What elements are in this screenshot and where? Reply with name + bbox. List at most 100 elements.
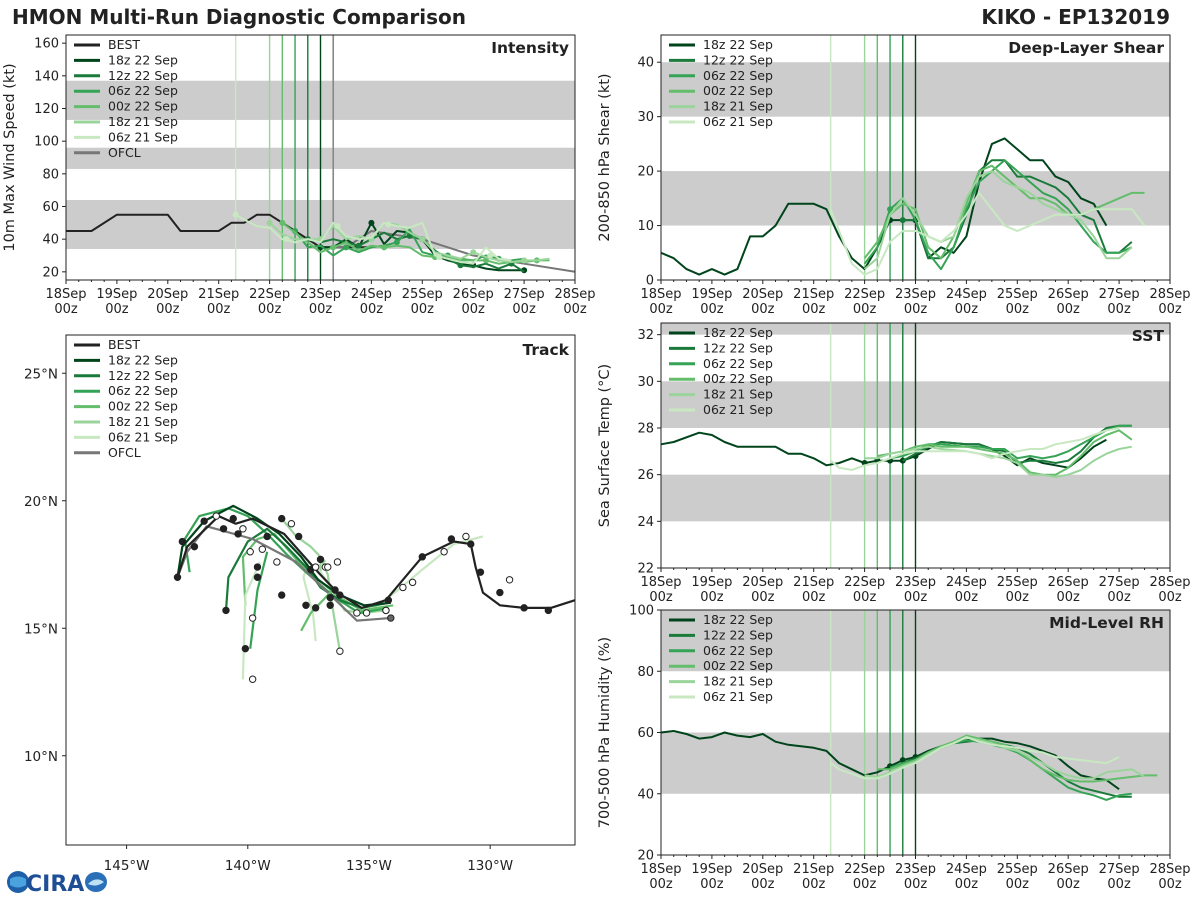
legend-label: 00z 22 Sep — [703, 83, 773, 98]
intensity-series-marker — [385, 221, 392, 228]
x-tick-label: 00z — [512, 302, 536, 317]
track-position-marker — [331, 586, 339, 594]
track-position-marker — [333, 558, 342, 566]
y-tick-label: 30 — [637, 375, 654, 390]
track-position-marker — [219, 525, 228, 533]
sst-series-18z-21-sep — [864, 445, 1132, 478]
intensity-panel-title: Intensity — [491, 39, 569, 57]
track-position-marker — [544, 606, 553, 615]
x-tick-label: 00z — [802, 877, 826, 892]
shear-series-marker — [887, 206, 894, 213]
rh-y-axis-label: 700-500 hPa Humidity (%) — [597, 637, 613, 828]
x-tick-label: 28Sep — [1149, 862, 1190, 877]
legend-label: 18z 21 Sep — [703, 99, 773, 114]
sst-series-00z-22-sep — [877, 429, 1133, 476]
track-position-marker — [248, 675, 257, 683]
legend-label: 12z 22 Sep — [703, 340, 773, 355]
legend-label: 06z 22 Sep — [108, 83, 178, 98]
intensity-series-marker — [470, 249, 477, 256]
x-tick-label: 00z — [649, 877, 673, 892]
track-position-marker — [311, 604, 320, 612]
intensity-series-marker — [330, 244, 337, 251]
x-tick-label: 00z — [411, 302, 435, 317]
logo-text: CIRA — [26, 872, 84, 897]
track-position-marker — [336, 647, 344, 655]
track-series-06z-22-sep — [249, 551, 269, 649]
shear-series-marker — [899, 217, 906, 224]
x-tick-label: 19Sep — [691, 575, 732, 590]
y-tick-label: 40 — [637, 56, 654, 71]
y-tick-label: 20 — [637, 849, 654, 864]
sst-series-06z-21-sep — [830, 427, 1120, 471]
rh-panel-title: Mid-Level RH — [1049, 614, 1164, 632]
track-position-marker — [278, 514, 286, 523]
x-tick-label: 00z — [904, 590, 928, 605]
y-tick-label: 32 — [637, 328, 654, 343]
shear-panel-title: Deep-Layer Shear — [1008, 39, 1164, 57]
y-tick-label: 80 — [637, 665, 654, 680]
x-tick-label: 27Sep — [1099, 862, 1140, 877]
x-tick-label: 27Sep — [1099, 287, 1140, 302]
x-tick-label: 26Sep — [453, 287, 494, 302]
legend-label: OFCL — [108, 145, 141, 160]
x-tick-label: 19Sep — [691, 862, 732, 877]
legend-label: BEST — [108, 337, 140, 352]
y-tick-label: 0 — [646, 274, 654, 289]
y-tick-label: 20 — [42, 265, 59, 280]
x-tick-label: 18Sep — [640, 287, 681, 302]
x-tick-label: 00z — [904, 877, 928, 892]
x-tick-label: 22Sep — [249, 287, 290, 302]
x-tick-label: 21Sep — [793, 575, 834, 590]
track-position-marker — [384, 596, 393, 604]
track-position-marker — [248, 614, 257, 622]
x-tick-label: 00z — [1158, 302, 1182, 317]
legend-label: 12z 22 Sep — [108, 68, 178, 83]
x-tick-label: 00z — [309, 302, 333, 317]
track-position-marker — [253, 563, 262, 571]
x-tick-label: 19Sep — [691, 287, 732, 302]
logo-swirl-icon — [88, 879, 104, 886]
y-tick-label: 60 — [637, 726, 654, 741]
x-tick-label: 00z — [1057, 302, 1081, 317]
x-tick-label: 27Sep — [1099, 575, 1140, 590]
track-y-tick-label: 25°N — [24, 366, 58, 382]
legend-label: 00z 22 Sep — [703, 658, 773, 673]
track-position-marker — [258, 545, 267, 553]
track-position-marker — [326, 601, 334, 609]
track-position-marker — [212, 512, 220, 520]
x-tick-label: 00z — [649, 302, 673, 317]
legend-label: 18z 21 Sep — [108, 114, 178, 129]
x-tick-label: 00z — [360, 302, 384, 317]
x-tick-label: 00z — [751, 302, 775, 317]
legend-label: 06z 22 Sep — [703, 356, 773, 371]
x-tick-label: 26Sep — [1048, 287, 1089, 302]
x-tick-label: 00z — [462, 302, 486, 317]
track-panel-title: Track — [523, 341, 570, 359]
intensity-series-marker — [334, 223, 341, 230]
track-position-marker — [362, 609, 371, 617]
x-tick-label: 21Sep — [793, 862, 834, 877]
x-tick-label: 25Sep — [997, 287, 1038, 302]
y-tick-label: 160 — [34, 37, 59, 52]
x-tick-label: 00z — [1006, 877, 1030, 892]
track-position-marker — [324, 563, 332, 571]
intensity-series-marker — [393, 239, 400, 246]
y-tick-label: 100 — [629, 604, 654, 619]
intensity-series-marker — [355, 242, 362, 249]
legend-label: 00z 22 Sep — [108, 99, 178, 114]
track-x-tick-label: 145°W — [104, 858, 150, 874]
y-tick-label: 80 — [42, 167, 59, 182]
shear-series-06z-22-sep — [863, 159, 1133, 271]
x-tick-label: 20Sep — [742, 575, 783, 590]
shear-series-18z-21-sep — [863, 170, 1133, 270]
y-tick-label: 20 — [637, 165, 654, 180]
intensity-series-marker — [266, 219, 273, 226]
x-tick-label: 23Sep — [895, 862, 936, 877]
x-tick-label: 00z — [1057, 877, 1081, 892]
intensity-series-marker — [381, 244, 388, 251]
track-position-marker — [253, 573, 262, 581]
legend-label: 06z 21 Sep — [703, 689, 773, 704]
x-tick-label: 26Sep — [1048, 862, 1089, 877]
track-series-ofcl — [176, 525, 391, 622]
